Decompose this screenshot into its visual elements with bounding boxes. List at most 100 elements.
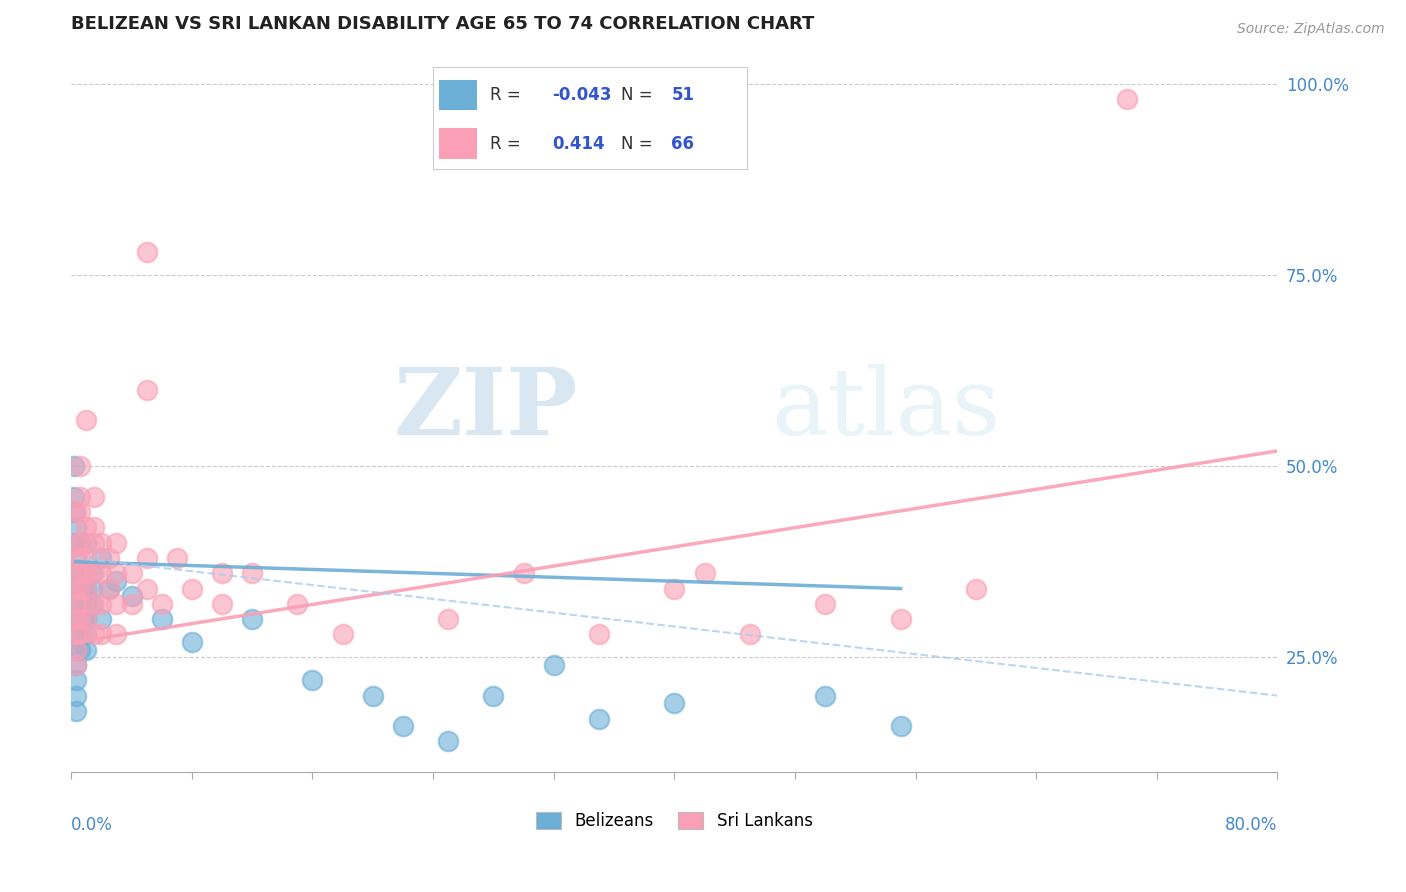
- Point: [121, 589, 143, 603]
- Point: [135, 582, 157, 596]
- Point: [543, 658, 565, 673]
- Point: [738, 627, 761, 641]
- Point: [65, 582, 87, 596]
- Point: [75, 413, 97, 427]
- Point: [75, 520, 97, 534]
- Point: [65, 673, 87, 688]
- Point: [83, 566, 105, 581]
- Text: 80.0%: 80.0%: [1225, 815, 1278, 834]
- Point: [65, 627, 87, 641]
- Point: [889, 719, 911, 733]
- Point: [69, 612, 91, 626]
- Point: [664, 696, 686, 710]
- Point: [69, 642, 91, 657]
- Point: [75, 627, 97, 641]
- Point: [69, 535, 91, 549]
- Point: [83, 597, 105, 611]
- Point: [90, 535, 112, 549]
- Point: [65, 597, 87, 611]
- Point: [301, 673, 323, 688]
- Point: [75, 642, 97, 657]
- Point: [65, 658, 87, 673]
- Point: [83, 520, 105, 534]
- Point: [180, 635, 202, 649]
- Point: [65, 505, 87, 519]
- Point: [287, 597, 309, 611]
- Point: [75, 566, 97, 581]
- Point: [65, 642, 87, 657]
- Point: [69, 490, 91, 504]
- Legend: Belizeans, Sri Lankans: Belizeans, Sri Lankans: [529, 805, 820, 837]
- Point: [82, 597, 104, 611]
- Point: [97, 582, 120, 596]
- Point: [588, 627, 610, 641]
- Point: [90, 597, 112, 611]
- Point: [97, 551, 120, 566]
- Point: [65, 642, 87, 657]
- Point: [75, 551, 97, 566]
- Point: [97, 582, 120, 596]
- Point: [65, 658, 87, 673]
- Point: [75, 612, 97, 626]
- Point: [135, 383, 157, 397]
- Point: [105, 535, 128, 549]
- Point: [180, 582, 202, 596]
- Point: [83, 490, 105, 504]
- Point: [65, 597, 87, 611]
- Point: [69, 566, 91, 581]
- Point: [437, 612, 460, 626]
- Point: [65, 551, 87, 566]
- Point: [65, 704, 87, 718]
- Point: [90, 612, 112, 626]
- Point: [166, 551, 188, 566]
- Point: [69, 582, 91, 596]
- Point: [65, 566, 87, 581]
- Point: [69, 505, 91, 519]
- Point: [889, 612, 911, 626]
- Point: [69, 627, 91, 641]
- Point: [69, 459, 91, 474]
- Point: [75, 612, 97, 626]
- Point: [150, 597, 173, 611]
- Point: [82, 582, 104, 596]
- Point: [69, 597, 91, 611]
- Text: Source: ZipAtlas.com: Source: ZipAtlas.com: [1237, 22, 1385, 37]
- Point: [512, 566, 534, 581]
- Point: [693, 566, 716, 581]
- Point: [105, 566, 128, 581]
- Point: [65, 535, 87, 549]
- Point: [121, 597, 143, 611]
- Point: [965, 582, 987, 596]
- Text: atlas: atlas: [770, 364, 1000, 454]
- Text: BELIZEAN VS SRI LANKAN DISABILITY AGE 65 TO 74 CORRELATION CHART: BELIZEAN VS SRI LANKAN DISABILITY AGE 65…: [72, 15, 814, 33]
- Point: [65, 520, 87, 534]
- Point: [437, 734, 460, 748]
- Point: [83, 627, 105, 641]
- Point: [814, 689, 837, 703]
- Point: [75, 582, 97, 596]
- Point: [105, 574, 128, 588]
- Point: [63, 505, 86, 519]
- Point: [588, 712, 610, 726]
- Point: [69, 612, 91, 626]
- Point: [664, 582, 686, 596]
- Point: [392, 719, 415, 733]
- Point: [240, 612, 263, 626]
- Point: [135, 551, 157, 566]
- Point: [90, 566, 112, 581]
- Point: [332, 627, 354, 641]
- Point: [75, 566, 97, 581]
- Point: [65, 612, 87, 626]
- Point: [75, 582, 97, 596]
- Point: [69, 597, 91, 611]
- Point: [65, 627, 87, 641]
- Point: [90, 551, 112, 566]
- Point: [65, 551, 87, 566]
- Point: [65, 582, 87, 596]
- Point: [65, 535, 87, 549]
- Point: [150, 612, 173, 626]
- Point: [65, 566, 87, 581]
- Point: [65, 612, 87, 626]
- Point: [69, 582, 91, 596]
- Point: [63, 459, 86, 474]
